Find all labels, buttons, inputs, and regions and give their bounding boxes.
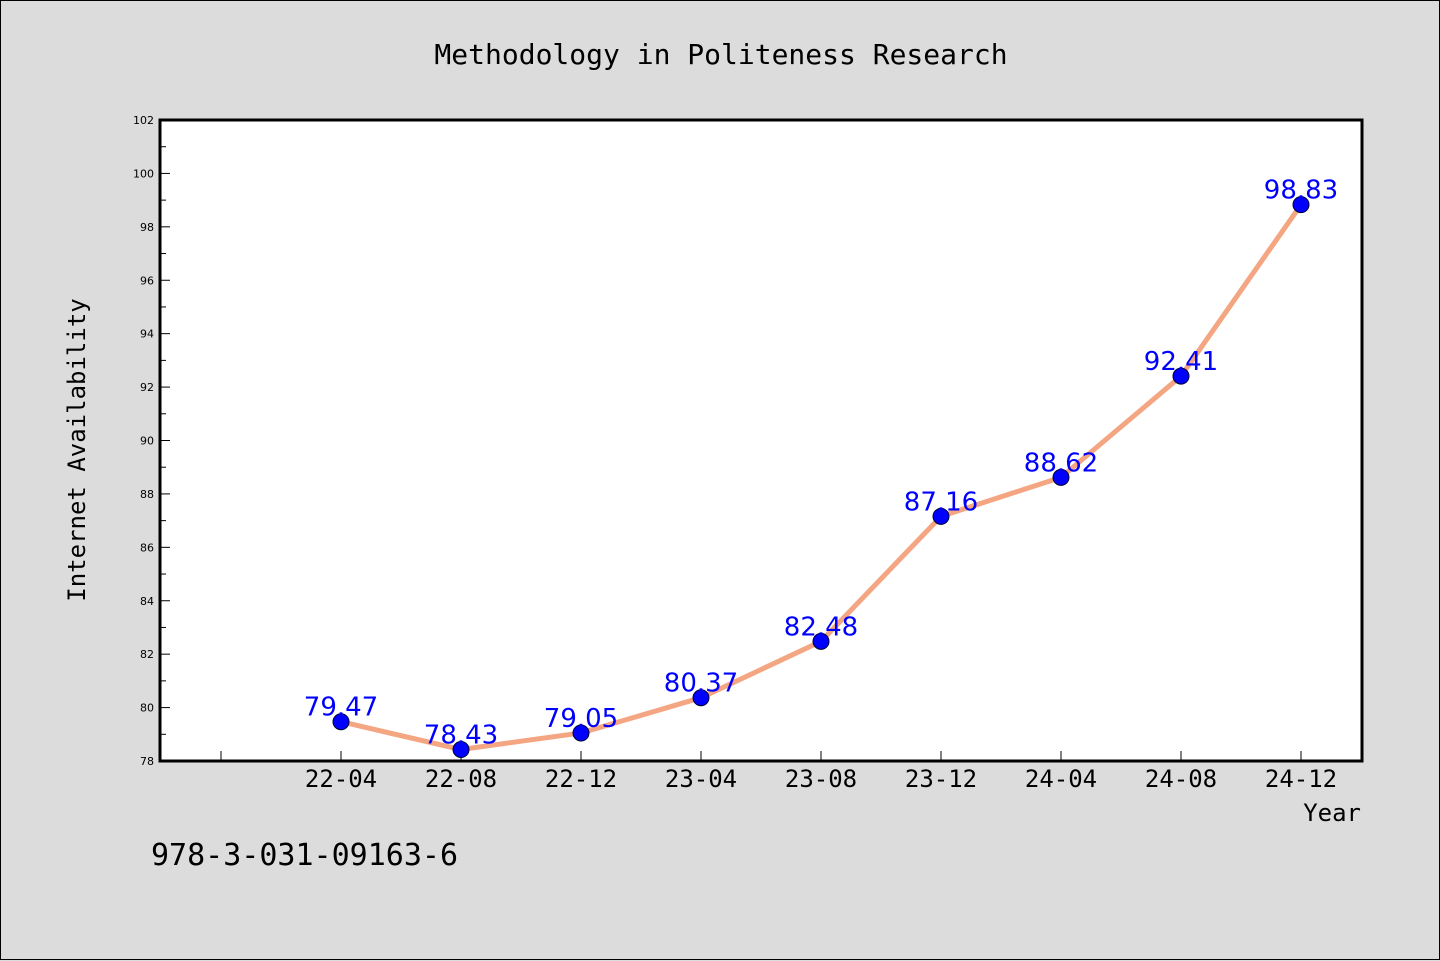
data-point (572, 724, 590, 742)
data-label: 82.48 (784, 612, 858, 642)
y-tick-label: 96 (140, 274, 154, 287)
plot-area (158, 118, 1364, 763)
y-tick-label: 78 (140, 755, 154, 768)
data-label: 88.62 (1024, 448, 1098, 478)
x-tick-label: 24-08 (1145, 765, 1217, 793)
y-tick-label: 102 (133, 114, 154, 127)
x-tick-label: 23-12 (905, 765, 977, 793)
data-label: 98.83 (1264, 176, 1338, 206)
y-tick-label: 88 (140, 488, 154, 501)
series (332, 196, 1310, 759)
data-point (1292, 196, 1310, 214)
x-tick-label: 24-12 (1265, 765, 1337, 793)
data-point (812, 632, 830, 650)
data-label: 80.37 (664, 669, 738, 699)
data-labels: 79.47 78.43 79.05 80.37 82.48 87.16 88.62 92.41… (304, 176, 1338, 751)
data-label: 87.16 (904, 487, 978, 517)
y-tick-label: 80 (140, 702, 154, 715)
data-point (692, 689, 710, 707)
x-axis-label: Year (1303, 799, 1361, 827)
data-point (332, 713, 350, 731)
y-tick-label: 86 (140, 541, 154, 554)
data-label: 78.43 (424, 721, 498, 751)
data-point (452, 741, 470, 759)
x-tick-label: 23-04 (665, 765, 737, 793)
y-tick-label: 100 (133, 167, 154, 180)
y-tick-label: 92 (140, 381, 154, 394)
y-tick-label: 90 (140, 435, 154, 448)
x-tick-label: 22-08 (425, 765, 497, 793)
data-label: 92.41 (1144, 347, 1218, 377)
y-axis-label: Internet Availability (63, 298, 91, 601)
data-label: 79.05 (544, 704, 618, 734)
x-tick-label: 22-12 (545, 765, 617, 793)
y-tick-label: 82 (140, 648, 154, 661)
y-tick-label: 94 (140, 328, 154, 341)
footer-isbn: 978-3-031-09163-6 (151, 838, 458, 873)
data-point (1172, 367, 1190, 385)
y-tick-label: 98 (140, 221, 154, 234)
data-point (1052, 468, 1070, 486)
y-axis: 78 80 82 84 86 88 90 92 94 96 98 100 102 (133, 114, 170, 768)
data-label: 79.47 (304, 693, 378, 723)
x-axis: 22-04 22-08 22-12 23-04 23-08 23-12 24-04 24-08… (220, 751, 1337, 793)
x-tick-label: 23-08 (785, 765, 857, 793)
x-tick-label: 22-04 (305, 765, 377, 793)
y-tick-label: 84 (140, 595, 154, 608)
chart-title: Methodology in Politeness Research (434, 38, 1007, 71)
x-tick-label: 24-04 (1025, 765, 1097, 793)
data-point (932, 507, 950, 525)
